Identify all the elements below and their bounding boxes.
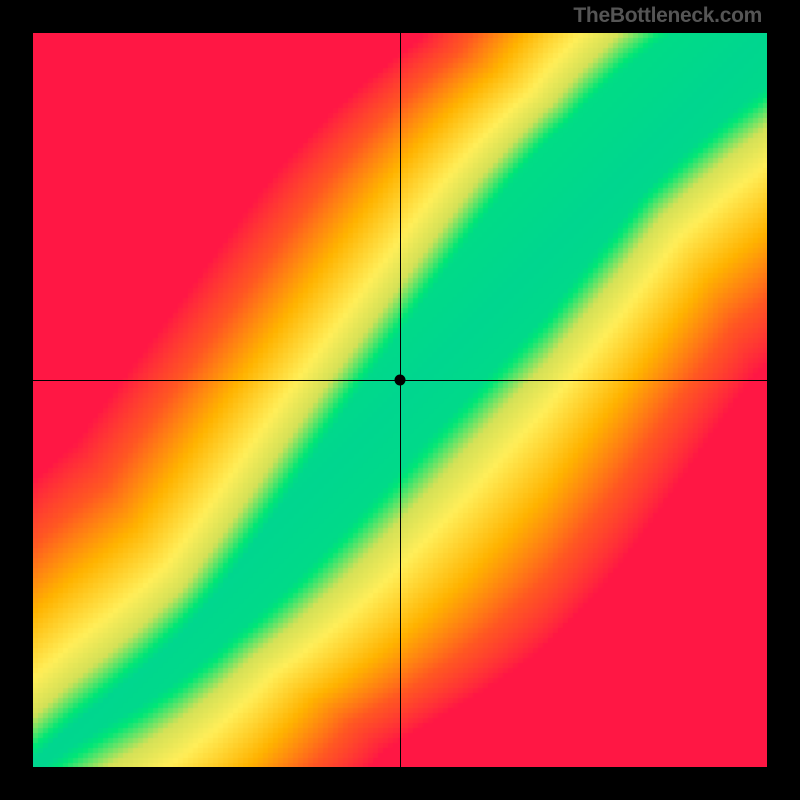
watermark: TheBottleneck.com <box>573 4 762 28</box>
crosshair-vertical <box>400 33 401 767</box>
marker-point <box>395 375 406 386</box>
heatmap-plot <box>33 33 767 767</box>
